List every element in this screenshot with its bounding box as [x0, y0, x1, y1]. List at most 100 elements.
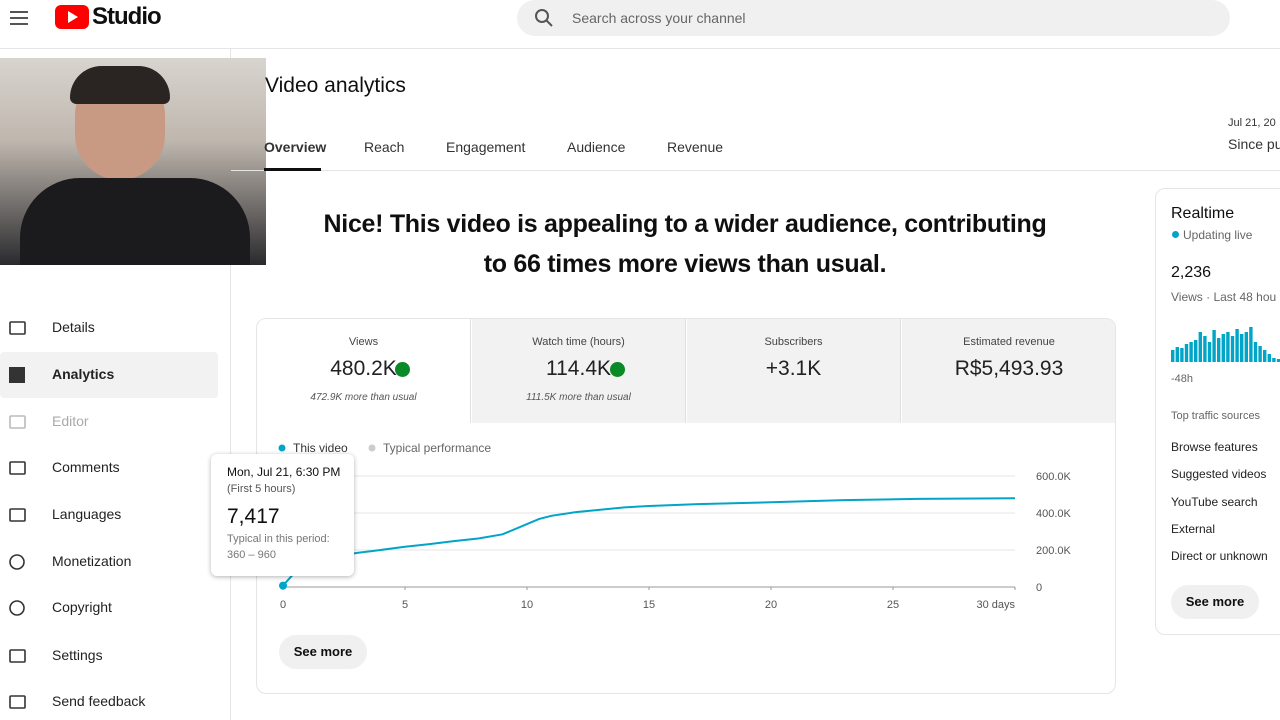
sidebar-icon [9, 461, 26, 475]
realtime-bar [1207, 342, 1212, 362]
sidebar-item[interactable]: Settings [52, 647, 103, 663]
traffic-source: Suggested videos [1171, 467, 1267, 482]
metric-label: Views [348, 336, 379, 348]
realtime-bar [1203, 336, 1207, 362]
icon-part [9, 695, 26, 709]
logo-icon[interactable] [55, 5, 89, 29]
tab[interactable]: Overview [264, 139, 327, 155]
icon-part [9, 554, 25, 570]
sidebar-item[interactable]: Editor [52, 413, 89, 429]
hair [70, 66, 170, 104]
y-tick-label: 0 [1036, 582, 1042, 594]
sidebar-item[interactable]: Send feedback [52, 693, 146, 709]
sidebar-icon [9, 367, 25, 383]
metric[interactable]: Views 480.2K 472.9K more than usual [257, 319, 471, 423]
metric-note: 111.5K more than usual [526, 392, 631, 403]
realtime-bar [1230, 336, 1235, 362]
realtime-bar [1249, 327, 1253, 362]
realtime-bars-start: -48h [1171, 373, 1194, 385]
overview-card: Views 480.2K 472.9K more than usual Watch t… [256, 318, 1116, 694]
y-tick-label: 600.0K [1036, 471, 1072, 483]
traffic-source: External [1171, 521, 1216, 536]
realtime-bar [1263, 350, 1267, 362]
icon-part [9, 415, 26, 429]
realtime-bar [1180, 348, 1184, 362]
date-range[interactable]: Since pu [1228, 136, 1280, 152]
realtime-card: Realtime Updating live 2,236 Views · Las… [1155, 188, 1280, 635]
icon-part [9, 321, 26, 335]
tooltip: Mon, Jul 21, 6:30 PM (First 5 hours) 7,4… [211, 454, 354, 576]
x-tick-label: 10 [521, 599, 533, 611]
realtime-status: Updating live [1183, 228, 1253, 242]
date[interactable]: Jul 21, 20 [1228, 117, 1276, 129]
page-title: Video analytics [265, 74, 406, 97]
realtime-bar [1267, 354, 1271, 362]
metric-label: Subscribers [764, 336, 823, 348]
sidebar-item[interactable]: Languages [52, 506, 122, 522]
sidebar-divider [230, 48, 231, 720]
metric-value: R$5,493.93 [954, 357, 1064, 380]
traffic-source: YouTube search [1171, 494, 1258, 509]
sidebar-item[interactable]: Monetization [52, 553, 132, 569]
tab-divider [231, 170, 1280, 171]
realtime-bar [1189, 342, 1193, 362]
tab[interactable]: Reach [364, 139, 405, 155]
legend-dot [278, 444, 286, 452]
x-tick-label: 20 [765, 599, 777, 611]
sidebar-selected [0, 352, 218, 398]
sidebar-item[interactable]: Comments [52, 459, 120, 475]
tab[interactable]: Revenue [667, 139, 724, 155]
sidebar-item[interactable]: Analytics [52, 366, 115, 382]
metric-note: 472.9K more than usual [310, 392, 417, 403]
tab[interactable]: Audience [567, 139, 626, 155]
realtime-bar [1272, 358, 1276, 362]
headline-line: Nice! This video is appealing to a wider… [323, 210, 1047, 238]
sidebar-item[interactable]: Details [52, 319, 95, 335]
sidebar-icon [9, 695, 26, 709]
sidebar-icon [9, 554, 25, 570]
tab[interactable]: Engagement [446, 139, 526, 155]
realtime-bar [1258, 346, 1262, 362]
see-more-button[interactable]: See more [279, 635, 367, 669]
sidebar-item[interactable]: Copyright [52, 599, 112, 615]
metric-value: +3.1K [765, 357, 822, 380]
metric[interactable]: Watch time (hours) 114.4K 111.5K more than… [472, 319, 686, 423]
search-icon [535, 9, 553, 27]
line [282, 497, 1016, 587]
shirt [20, 178, 250, 265]
icon-part [9, 508, 26, 522]
top-bar [0, 0, 1280, 49]
tooltip-period: (First 5 hours) [227, 483, 296, 495]
realtime-bar [1184, 344, 1189, 362]
tab-underline [264, 168, 321, 171]
metric-value: 480.2K [330, 357, 397, 380]
realtime-see-more[interactable]: See more [1171, 585, 1259, 619]
webcam-overlay [0, 58, 266, 265]
sources-title: Top traffic sources [1171, 410, 1261, 422]
y-tick-label: 200.0K [1036, 545, 1072, 557]
tooltip-value: 7,417 [227, 505, 280, 528]
logo-text[interactable]: Studio [92, 3, 162, 30]
headline-line: to 66 times more views than usual. [483, 250, 887, 278]
realtime-bar [1194, 340, 1198, 362]
realtime-bar [1171, 350, 1175, 362]
headline: Nice! This video is appealing to a wider… [250, 204, 1120, 284]
realtime-bar [1217, 338, 1221, 362]
x-tick-label: 30 days [976, 599, 1015, 611]
realtime-count: 2,236 [1171, 264, 1212, 281]
realtime-bar [1240, 334, 1244, 362]
search-placeholder[interactable]: Search across your channel [572, 10, 746, 26]
hover-point [279, 581, 287, 590]
search-box[interactable]: Search across your channel [517, 0, 1230, 36]
realtime-bar [1221, 334, 1225, 362]
menu-button[interactable] [8, 8, 32, 28]
realtime-bar [1235, 329, 1239, 362]
metric[interactable]: Subscribers +3.1K [687, 319, 901, 423]
tooltip-typical-range: 360 – 960 [227, 549, 276, 561]
x-tick-label: 0 [280, 599, 286, 611]
metric[interactable]: Estimated revenue R$5,493.93 [902, 319, 1115, 423]
sidebar-icon [9, 321, 26, 335]
live-dot [1172, 231, 1179, 238]
metric-label: Watch time (hours) [532, 336, 625, 348]
